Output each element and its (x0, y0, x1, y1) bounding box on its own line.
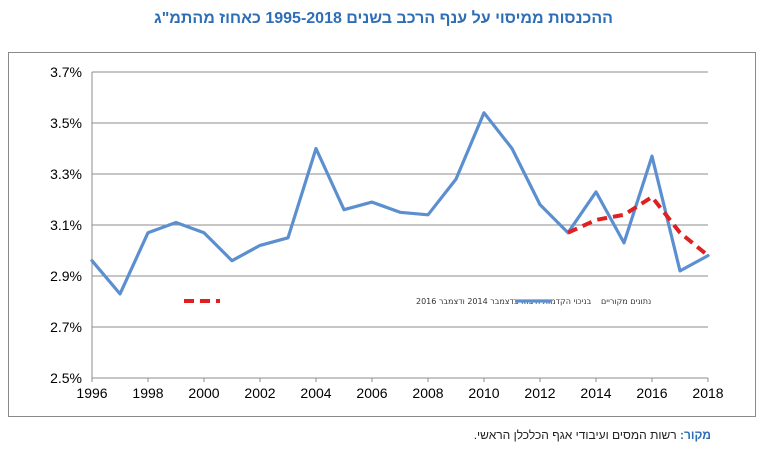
y-tick-label: 3.7% (50, 64, 82, 80)
chart-title: ההכנסות ממיסוי על ענף הרכב בשנים 1995-20… (154, 10, 613, 27)
x-tick-label: 2006 (356, 385, 387, 401)
x-tick-label: 1998 (132, 385, 163, 401)
y-tick-label: 3.5% (50, 115, 82, 131)
y-tick-label: 3.3% (50, 166, 82, 182)
y-tick-label: 2.9% (50, 268, 82, 284)
y-tick-label: 2.7% (50, 319, 82, 335)
x-tick-label: 2002 (244, 385, 275, 401)
source-note: מקור: רשות המסים ועיבודי אגף הכלכלן הראש… (474, 428, 711, 442)
chart-frame (8, 52, 756, 417)
legend-label: נתונים מקוריים (601, 297, 651, 306)
x-tick-label: 2018 (692, 385, 723, 401)
x-tick-label: 2004 (300, 385, 331, 401)
x-tick-label: 2008 (412, 385, 443, 401)
source-text: רשות המסים ועיבודי אגף הכלכלן הראשי. (473, 428, 677, 442)
x-tick-label: 2012 (524, 385, 555, 401)
x-tick-label: 1996 (76, 385, 107, 401)
y-tick-label: 3.1% (50, 217, 82, 233)
series-line-adjusted (567, 195, 710, 258)
x-tick-label: 2016 (636, 385, 667, 401)
x-tick-label: 2000 (188, 385, 219, 401)
y-tick-label: 2.5% (50, 370, 82, 386)
legend-label: בניכוי הקדמות היבוא בדצמבר 2014 ודצמבר 2… (416, 297, 592, 306)
series-line-original (90, 111, 710, 296)
x-tick-label: 2010 (468, 385, 499, 401)
x-tick-label: 2014 (580, 385, 611, 401)
source-label: מקור: (680, 428, 711, 442)
